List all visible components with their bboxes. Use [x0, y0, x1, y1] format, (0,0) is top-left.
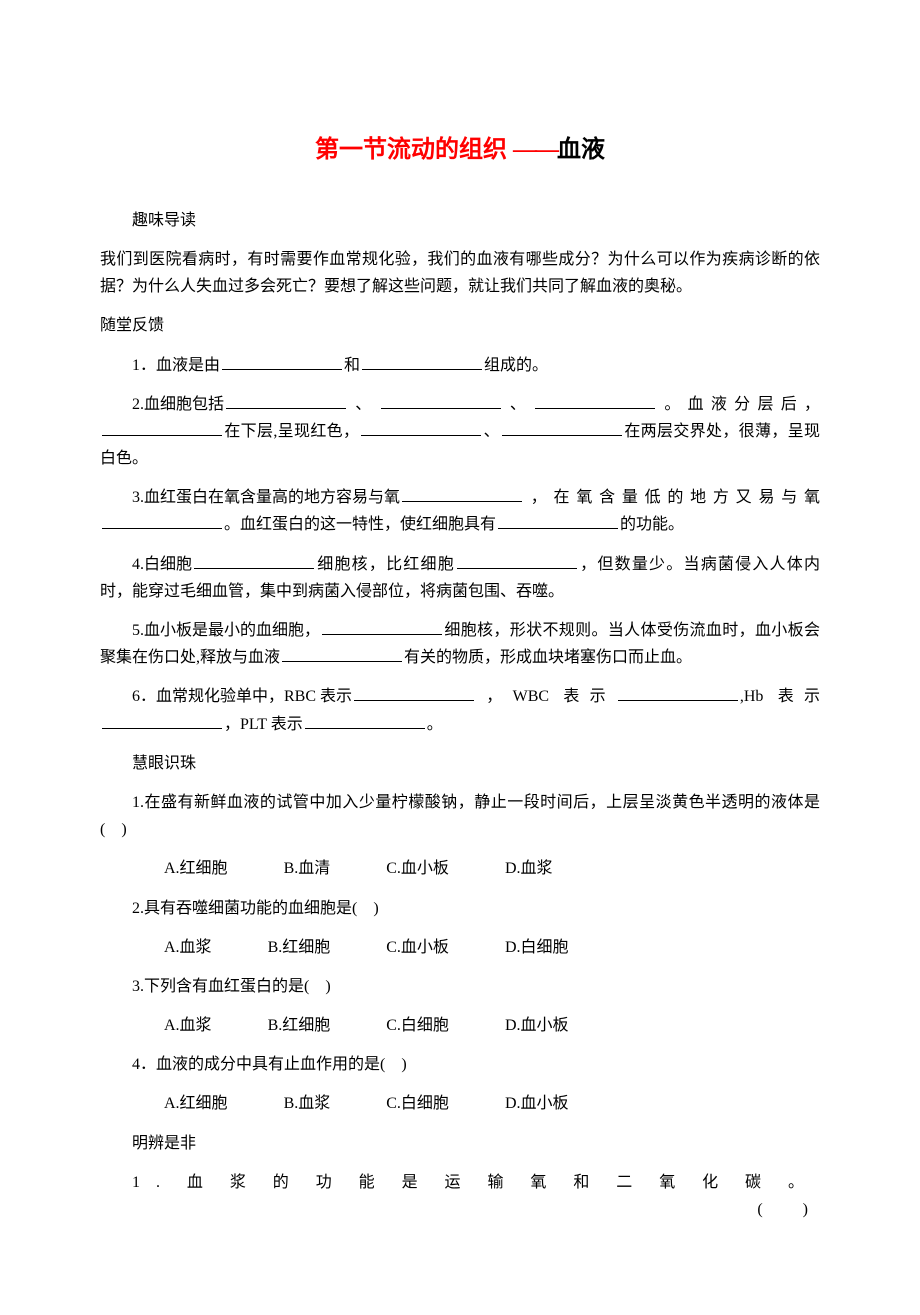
text: 6．血常规化验单中，RBC 表示 [100, 683, 352, 710]
text: 。 [427, 716, 443, 733]
option-c[interactable]: C.血小板 [354, 855, 449, 882]
worksheet-page: 第一节流动的组织 ——血液 趣味导读 我们到医院看病时，有时需要作血常规化验，我… [0, 0, 920, 1315]
title-part2: 血液 [557, 137, 605, 163]
blank-input[interactable] [361, 419, 481, 436]
blank-input[interactable] [102, 419, 222, 436]
text: 4.白细胞 [100, 551, 192, 578]
fill-q4: 4.白细胞细胞核，比红细胞，但数量少。当病菌侵入人体内时，能穿过毛细血管，集中到… [100, 551, 820, 605]
option-b[interactable]: B.血清 [252, 855, 331, 882]
mcq-q3-stem: 3.下列含有血红蛋白的是( ) [100, 973, 820, 1000]
option-b[interactable]: B.血浆 [252, 1090, 331, 1117]
option-d[interactable]: D.血小板 [473, 1012, 569, 1039]
text: 。血红蛋白的这一特性，使红细胞具有 [224, 516, 496, 533]
text: 、 [348, 396, 379, 413]
text: ，PLT 表示 [224, 716, 303, 733]
fill-q3: 3.血红蛋白在氧含量高的地方容易与氧 ，在氧含量低的地方又易与氧。血红蛋白的这一特… [100, 484, 820, 538]
blank-input[interactable] [362, 353, 482, 370]
text: 、 [503, 396, 534, 413]
intro-paragraph: 我们到医院看病时，有时需要作血常规化验，我们的血液有哪些成分？为什么可以作为疾病… [100, 246, 820, 300]
text: 、 [483, 423, 500, 440]
mcq-q4-stem: 4．血液的成分中具有止血作用的是( ) [100, 1051, 820, 1078]
mcq-section-label: 慧眼识珠 [100, 750, 820, 777]
tf-answer-paren[interactable]: ( ) [100, 1196, 820, 1223]
text: 在下层,呈现红色， [224, 423, 359, 440]
option-c[interactable]: C.白细胞 [354, 1090, 449, 1117]
blank-input[interactable] [502, 419, 622, 436]
mcq-q4-options: A.红细胞 B.血浆 C.白细胞 D.血小板 [100, 1090, 820, 1117]
feedback-section-label: 随堂反馈 [100, 312, 820, 339]
blank-input[interactable] [381, 392, 501, 409]
option-a[interactable]: A.红细胞 [132, 1090, 228, 1117]
mcq-q2-stem: 2.具有吞噬细菌功能的血细胞是( ) [100, 895, 820, 922]
mcq-q1-options: A.红细胞 B.血清 C.血小板 D.血浆 [100, 855, 820, 882]
blank-input[interactable] [102, 712, 222, 729]
text: 1．血液是由 [132, 357, 220, 374]
text: 。血液分层后， [657, 396, 820, 413]
text: ，在氧含量低的地方又易与氧 [524, 489, 820, 506]
text: 的功能。 [620, 516, 684, 533]
option-b[interactable]: B.红细胞 [236, 1012, 331, 1039]
tf-q1-text: 1.血浆的功能是运输氧和二氧化碳。 [100, 1169, 820, 1196]
blank-input[interactable] [402, 485, 522, 502]
title-dash: —— [513, 137, 557, 163]
option-d[interactable]: D.血浆 [473, 855, 553, 882]
mcq-q2-options: A.血浆 B.红细胞 C.血小板 D.白细胞 [100, 934, 820, 961]
option-b[interactable]: B.红细胞 [236, 934, 331, 961]
tf-section-label: 明辨是非 [100, 1130, 820, 1157]
blank-input[interactable] [226, 392, 346, 409]
blank-input[interactable] [222, 353, 342, 370]
intro-section-label: 趣味导读 [100, 207, 820, 234]
blank-input[interactable] [354, 684, 474, 701]
text: 2.血细胞包括 [100, 391, 224, 418]
blank-input[interactable] [498, 512, 618, 529]
title-part1: 第一节流动的组织 [315, 137, 513, 163]
blank-input[interactable] [194, 552, 314, 569]
option-a[interactable]: A.血浆 [132, 934, 212, 961]
text: 5.血小板是最小的血细胞， [100, 617, 320, 644]
blank-input[interactable] [535, 392, 655, 409]
text: 有关的物质，形成血块堵塞伤口而止血。 [404, 649, 692, 666]
text: ,Hb 表示 [740, 688, 820, 705]
mcq-q1-stem: 1.在盛有新鲜血液的试管中加入少量柠檬酸钠，静止一段时间后，上层呈淡黄色半透明的… [100, 789, 820, 843]
text: ，WBC 表示 [476, 688, 616, 705]
blank-input[interactable] [457, 552, 577, 569]
fill-q5: 5.血小板是最小的血细胞，细胞核，形状不规则。当人体受伤流血时，血小板会聚集在伤… [100, 617, 820, 671]
text: 3.血红蛋白在氧含量高的地方容易与氧 [100, 484, 400, 511]
blank-input[interactable] [282, 645, 402, 662]
text: 细胞核，比红细胞 [316, 556, 455, 573]
blank-input[interactable] [618, 684, 738, 701]
tf-q1: 1.血浆的功能是运输氧和二氧化碳。 ( ) [100, 1169, 820, 1223]
option-c[interactable]: C.白细胞 [354, 1012, 449, 1039]
mcq-q3-options: A.血浆 B.红细胞 C.白细胞 D.血小板 [100, 1012, 820, 1039]
option-c[interactable]: C.血小板 [354, 934, 449, 961]
text: 和 [344, 357, 360, 374]
option-a[interactable]: A.血浆 [132, 1012, 212, 1039]
option-d[interactable]: D.白细胞 [473, 934, 569, 961]
option-a[interactable]: A.红细胞 [132, 855, 228, 882]
option-d[interactable]: D.血小板 [473, 1090, 569, 1117]
blank-input[interactable] [102, 512, 222, 529]
fill-q1: 1．血液是由 和 组成的。 [100, 352, 820, 379]
text: 组成的。 [484, 357, 548, 374]
page-title: 第一节流动的组织 ——血液 [100, 130, 820, 171]
blank-input[interactable] [305, 712, 425, 729]
blank-input[interactable] [322, 618, 442, 635]
fill-q2: 2.血细胞包括、、。血液分层后，在下层,呈现红色，、在两层交界处，很薄，呈现白色… [100, 391, 820, 473]
fill-q6: 6．血常规化验单中，RBC 表示 ，WBC 表示 ,Hb 表示 ，PLT 表示 。 [100, 683, 820, 737]
